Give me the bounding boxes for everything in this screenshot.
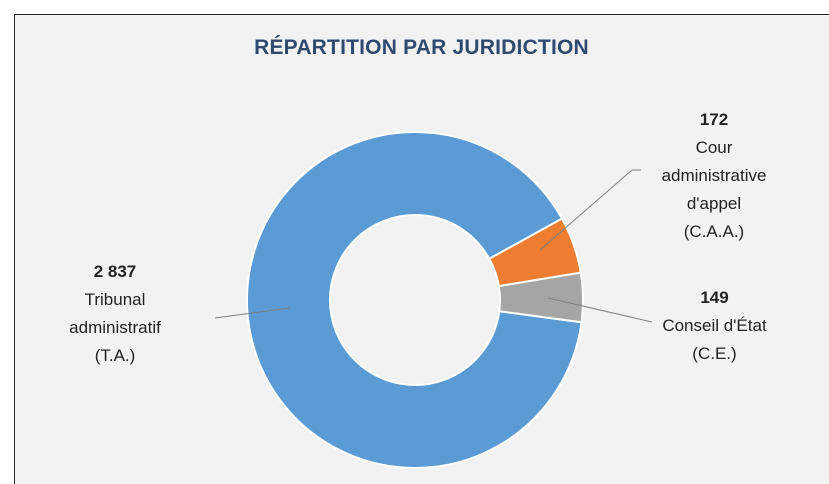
category-label: Conseil d'État (C.E.) [662,316,767,363]
leader-line [547,297,653,323]
category-label: Cour administrative d'appel (C.A.A.) [661,138,767,241]
slice-label: 149 Conseil d'État (C.E.) [652,284,777,368]
value-label: 172 [699,110,729,129]
leader-line [214,307,291,319]
value-label: 149 [700,288,729,307]
slice-label: 172 Cour administrative d'appel (C.A.A.) [658,106,770,246]
leader-line [539,169,641,251]
value-label: 2 837 [93,262,137,281]
donut-slice [497,271,584,324]
chart-title: RÉPARTITION PAR JURIDICTION [254,36,589,59]
category-label: Tribunal administratif (T.A.) [69,290,161,365]
slice-label: 2 837 Tribunal administratif (T.A.) [60,258,170,370]
donut-slice [246,131,583,469]
